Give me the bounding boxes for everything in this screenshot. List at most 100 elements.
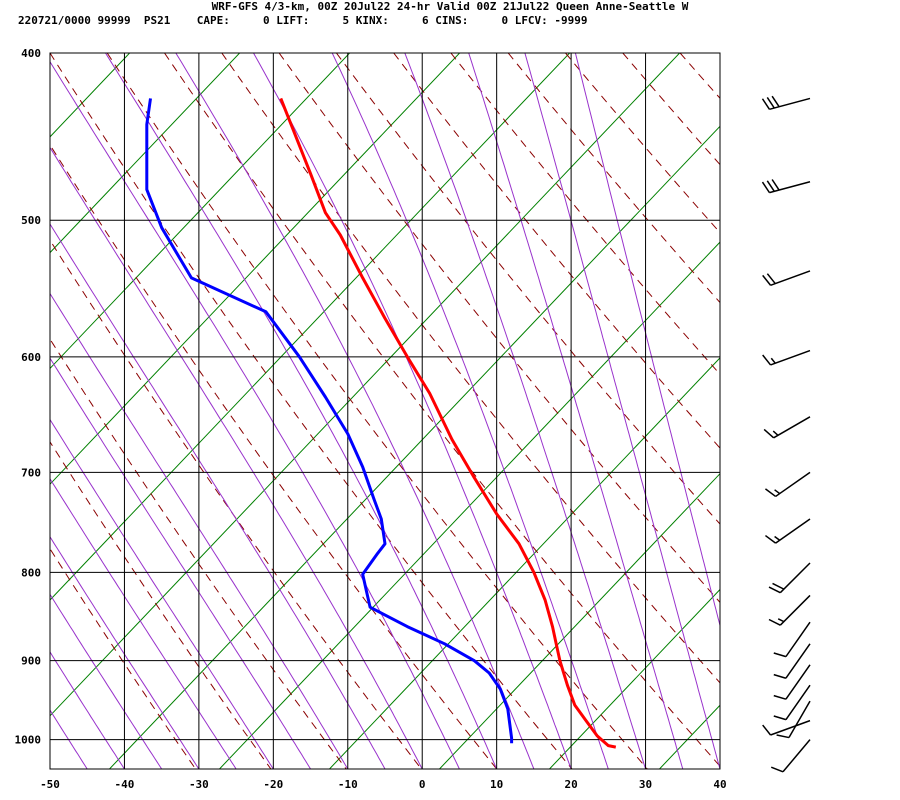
wind-barb-staff (785, 684, 811, 721)
wind-barb-flag (776, 734, 790, 739)
wind-barb-staff (785, 643, 811, 679)
dry-adiabat (278, 53, 720, 604)
diagonal-isotherm (50, 53, 131, 138)
moist-adiabat (105, 53, 498, 769)
wind-barb-flag (768, 586, 781, 594)
wind-barb (762, 270, 811, 286)
wind-barb-staff (779, 594, 811, 626)
y-tick-label: 400 (21, 47, 41, 60)
y-axis-ticks: 400 500 600 700 800 900 1000 (15, 47, 42, 747)
wind-barb-flag (762, 724, 772, 736)
wind-barb (762, 719, 811, 736)
wind-barb-staff (773, 416, 811, 439)
x-tick-label: -50 (40, 778, 60, 791)
dewpoint-line (145, 98, 514, 744)
wind-barb (764, 518, 811, 544)
wind-barb-staff (770, 270, 811, 286)
diagonal-isotherm (50, 53, 241, 254)
wind-barb-half (774, 535, 781, 541)
wind-barb-flag (761, 98, 771, 110)
y-tick-label: 500 (21, 214, 41, 227)
dry-adiabat (50, 144, 498, 769)
x-tick-label: 0 (419, 778, 426, 791)
wind-barb-half (774, 489, 781, 495)
chart-header-indices: 220721/0000 99999 PS21 CAPE: 0 LIFT: 5 K… (18, 14, 588, 27)
dry-adiabat (50, 440, 272, 769)
wind-barb-flag (771, 179, 780, 191)
wind-barb-staff (785, 664, 811, 700)
diagonal-isotherm (50, 53, 681, 717)
dry-adiabat (50, 338, 347, 769)
dry-adiabat (795, 53, 900, 769)
moist-adiabat (50, 60, 460, 769)
wind-barb-flag (768, 618, 781, 626)
wind-barb-half (777, 618, 785, 623)
dry-adiabat (50, 239, 422, 769)
wind-barb-staff (769, 97, 811, 111)
wind-barb-staff (770, 349, 811, 366)
moist-adiabat (50, 535, 200, 769)
diagonal-isotherm (108, 125, 720, 769)
wind-barb-flag (771, 95, 780, 108)
wind-barb (768, 562, 811, 594)
x-tick-label: 30 (639, 778, 652, 791)
wind-barb (770, 739, 811, 773)
dry-adiabat (565, 53, 720, 234)
diagonal-isotherm (438, 472, 720, 769)
plot-frame (49, 52, 721, 770)
wind-barb-staff (770, 719, 811, 736)
wind-barb (763, 416, 811, 439)
diagonal-isotherm (50, 53, 351, 370)
temperature-line (279, 97, 617, 749)
diagonal-isotherm (50, 53, 571, 601)
wind-barb-flag (773, 715, 787, 721)
wind-barb-flag (761, 181, 771, 194)
wind-barb-flag (772, 582, 785, 590)
series-layer (145, 97, 617, 749)
dry-adiabat (221, 53, 720, 684)
grid-lines (49, 52, 721, 769)
diagonal-isotherm (328, 357, 720, 769)
wind-barb (773, 621, 811, 658)
dry-adiabat (679, 53, 720, 99)
moist-adiabat (50, 292, 349, 769)
wind-barb (776, 700, 811, 739)
diagonal-isotherm (218, 241, 720, 769)
dry-adiabat (393, 53, 720, 449)
diagonal-isotherm (658, 704, 720, 769)
diagonal-isotherm (850, 0, 900, 800)
moist-adiabat (50, 357, 312, 769)
wind-barb-flag (764, 534, 777, 544)
y-tick-label: 800 (21, 566, 41, 579)
wind-barb-staff (779, 562, 811, 594)
wind-barb-flag (766, 97, 775, 109)
wind-barb (762, 349, 811, 366)
x-tick-label: -20 (263, 778, 283, 791)
moist-adiabat (50, 223, 386, 769)
wind-barb (761, 95, 811, 111)
dry-adiabat (335, 53, 720, 525)
wind-barb-flag (770, 766, 784, 773)
dry-adiabat (164, 53, 720, 767)
x-tick-label: 10 (490, 778, 503, 791)
x-tick-label: -30 (189, 778, 209, 791)
wind-barb-staff (782, 739, 811, 773)
x-tick-label: -40 (115, 778, 135, 791)
wind-barb-staff (775, 471, 811, 498)
dry-adiabat (622, 53, 720, 166)
moist-adiabat (468, 53, 684, 769)
wind-barbs (761, 95, 811, 773)
dry-adiabat (106, 53, 648, 769)
x-axis-ticks: -50 -40 -30 -20 -10 0 10 20 30 40 (40, 778, 727, 791)
wind-barb-half (772, 430, 779, 436)
wind-barb-flag (762, 274, 772, 286)
diagonal-isotherm (548, 588, 720, 769)
moist-adiabat (404, 53, 647, 769)
dry-adiabat (507, 53, 720, 304)
moist-adiabat (574, 53, 720, 628)
wind-barb-staff (775, 518, 811, 544)
wind-barb (773, 664, 811, 700)
diagonal-isotherm (740, 0, 900, 800)
wind-barb-staff (769, 181, 811, 194)
wind-barb-flag (764, 488, 777, 498)
